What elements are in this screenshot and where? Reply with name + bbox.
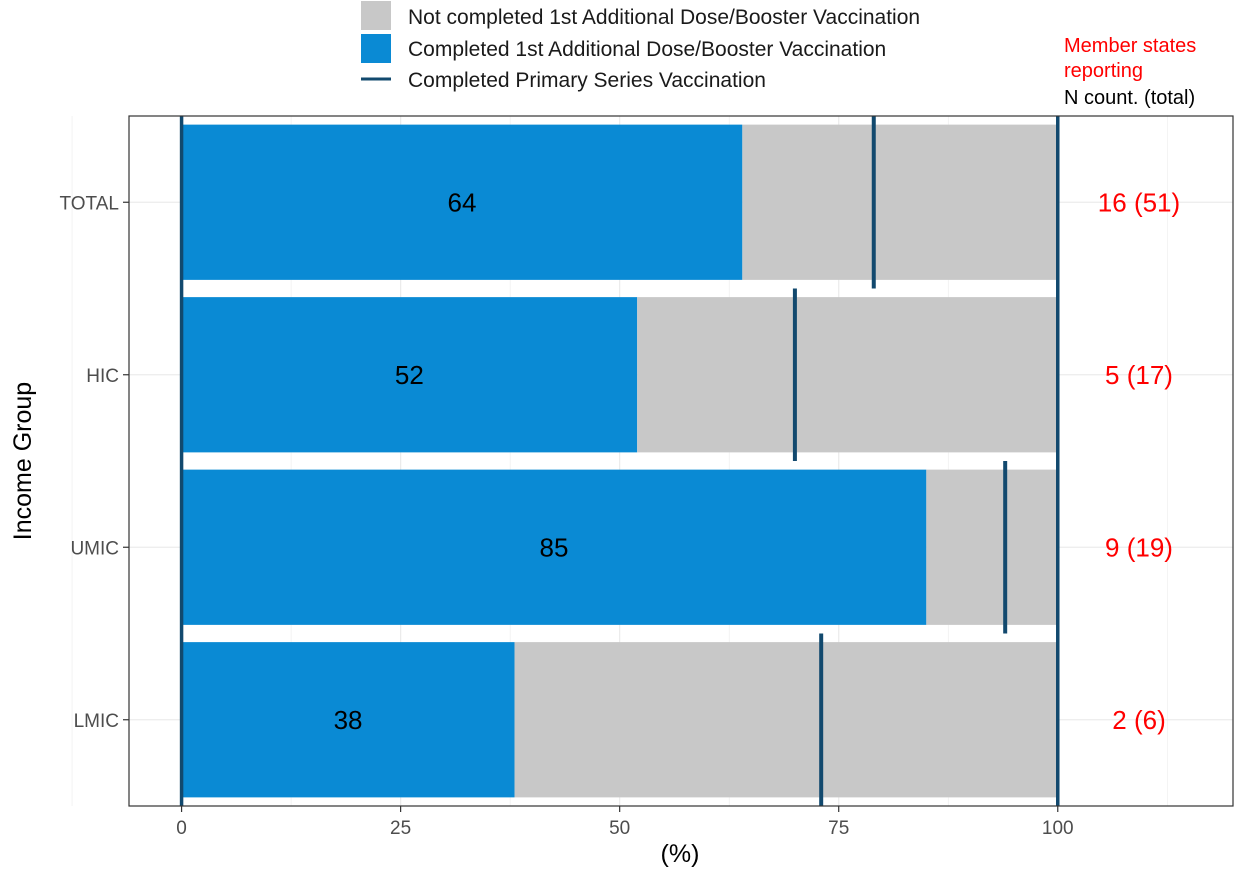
bar-data-label: 52 (395, 360, 424, 390)
count-labels: 16 (51) 5 (17) 9 (19) 2 (6) (1098, 187, 1180, 735)
y-axis: TOTAL HIC UMIC LMIC (60, 193, 129, 732)
x-axis-tick-label: 100 (1042, 818, 1074, 839)
plot-panel-border (128, 115, 1234, 807)
x-axis-title: (%) (661, 840, 700, 868)
bar-completed (181, 297, 638, 453)
bar-not-completed (742, 124, 1058, 280)
x-axis-tick-label: 0 (176, 818, 187, 839)
legend: Not completed 1st Additional Dose/Booste… (361, 1, 920, 92)
y-axis-tick-label: TOTAL (60, 193, 119, 214)
x-axis-tick-label: 25 (390, 818, 411, 839)
y-axis-title: Income Group (9, 382, 37, 540)
reference-lines (179, 116, 1060, 806)
bar-not-completed (926, 469, 1058, 625)
primary-series-markers (792, 116, 1008, 806)
bar-data-label: 85 (539, 532, 568, 562)
member-state-count: 9 (19) (1105, 532, 1173, 562)
bar-not-completed (637, 297, 1058, 453)
y-axis-tick-label: UMIC (70, 538, 119, 559)
bar-data-label: 38 (334, 705, 363, 735)
member-state-count: 16 (51) (1098, 187, 1180, 217)
bar-not-completed (514, 642, 1058, 798)
legend-label-primary: Completed Primary Series Vaccination (408, 69, 766, 92)
bar-completed (181, 469, 927, 625)
bar-completed (181, 124, 743, 280)
legend-swatch-not-completed (361, 1, 391, 30)
bar-data-label: 64 (447, 187, 476, 217)
bar-completed (181, 642, 515, 798)
legend-label-not-completed: Not completed 1st Additional Dose/Booste… (408, 6, 920, 29)
legend-label-completed: Completed 1st Additional Dose/Booster Va… (408, 38, 886, 61)
bars (181, 124, 1058, 798)
y-axis-tick-label: HIC (86, 366, 119, 387)
x-axis: 0 25 50 75 100 (176, 806, 1074, 839)
legend-swatch-completed (361, 34, 391, 63)
x-axis-tick-label: 75 (828, 818, 849, 839)
count-header-line-3: N count. (total) (1064, 87, 1195, 109)
member-state-count: 5 (17) (1105, 360, 1173, 390)
y-axis-tick-label: LMIC (74, 711, 119, 732)
bar-labels: 64 52 85 38 (334, 187, 569, 735)
count-header: Member states reporting N count. (total) (1064, 35, 1196, 109)
count-header-line-2: reporting (1064, 60, 1143, 82)
member-state-count: 2 (6) (1112, 705, 1165, 735)
x-axis-tick-label: 50 (609, 818, 630, 839)
count-header-line-1: Member states (1064, 35, 1196, 57)
